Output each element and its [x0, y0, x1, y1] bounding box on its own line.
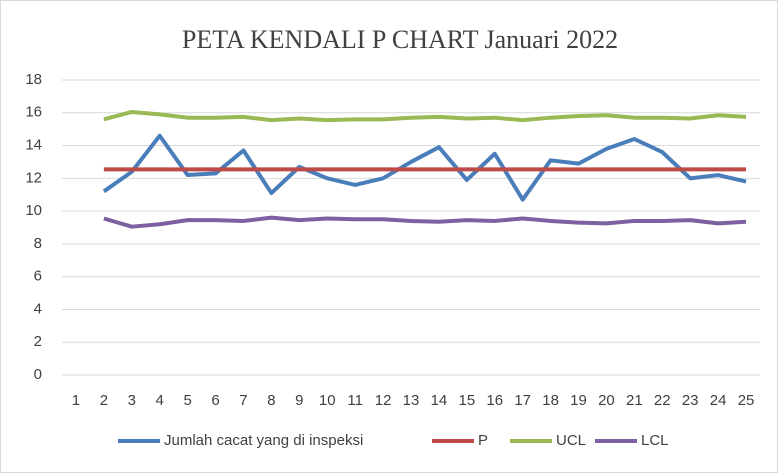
legend-label: P	[478, 432, 488, 449]
x-tick-label: 2	[100, 392, 108, 409]
x-tick-label: 18	[542, 392, 559, 409]
x-tick-label: 8	[267, 392, 275, 409]
y-tick-label: 12	[25, 169, 42, 186]
x-tick-label: 3	[128, 392, 136, 409]
x-tick-label: 14	[431, 392, 448, 409]
series-line	[102, 133, 747, 202]
x-tick-label: 20	[598, 392, 615, 409]
x-tick-label: 7	[239, 392, 247, 409]
y-tick-label: 4	[34, 300, 42, 317]
y-tick-label: 8	[34, 235, 42, 252]
y-tick-label: 14	[25, 137, 42, 154]
x-tick-label: 22	[654, 392, 671, 409]
x-tick-label: 6	[211, 392, 219, 409]
x-tick-label: 5	[183, 392, 191, 409]
x-tick-label: 23	[682, 392, 699, 409]
x-tick-label: 4	[156, 392, 164, 409]
legend-label: UCL	[556, 432, 586, 449]
x-tick-label: 13	[403, 392, 420, 409]
y-tick-label: 6	[34, 268, 42, 285]
x-tick-label: 25	[738, 392, 755, 409]
series-line	[103, 109, 747, 123]
x-tick-label: 1	[72, 392, 80, 409]
x-tick-label: 12	[375, 392, 392, 409]
legend-label: LCL	[641, 432, 669, 449]
y-tick-label: 0	[34, 366, 42, 383]
x-tick-label: 24	[710, 392, 727, 409]
x-tick-label: 19	[570, 392, 587, 409]
x-tick-label: 11	[347, 392, 363, 409]
y-tick-label: 16	[25, 104, 42, 121]
y-tick-label: 18	[25, 71, 42, 88]
x-tick-label: 21	[626, 392, 643, 409]
y-tick-label: 2	[34, 333, 42, 350]
chart-title: PETA KENDALI P CHART Januari 2022	[182, 25, 618, 54]
x-tick-label: 9	[295, 392, 303, 409]
series-line	[103, 215, 747, 229]
x-tick-label: 15	[458, 392, 475, 409]
legend-label: Jumlah cacat yang di inspeksi	[164, 432, 363, 449]
y-tick-label: 10	[25, 202, 42, 219]
x-tick-label: 10	[319, 392, 336, 409]
x-tick-label: 17	[514, 392, 531, 409]
x-tick-label: 16	[486, 392, 503, 409]
